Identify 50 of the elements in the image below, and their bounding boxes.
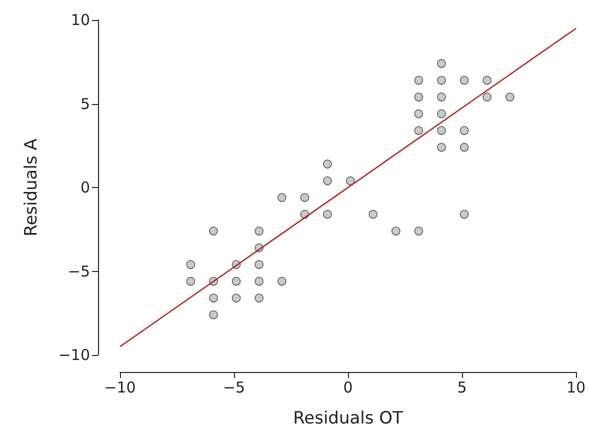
- point: [437, 76, 446, 85]
- point: [232, 276, 241, 286]
- point: [414, 226, 424, 236]
- point: [482, 92, 492, 102]
- point: [254, 226, 264, 236]
- point: [323, 160, 332, 168]
- point: [254, 294, 264, 302]
- y-tick-label: 10: [70, 11, 90, 29]
- x-tick-label: 10: [566, 378, 586, 396]
- point: [209, 294, 218, 302]
- x-tick-label: 5: [457, 378, 467, 396]
- y-tick-label: 5: [80, 94, 90, 113]
- point: [414, 109, 424, 118]
- point: [186, 276, 196, 286]
- point: [277, 193, 286, 202]
- point: [460, 142, 469, 152]
- x-tick-label: 0: [343, 378, 353, 396]
- point: [323, 210, 332, 219]
- point: [209, 310, 218, 320]
- point: [414, 76, 424, 85]
- x-axis-title: Residuals OT: [293, 408, 404, 428]
- point: [368, 210, 378, 219]
- point: [254, 276, 264, 286]
- y-axis-title: Residuals A: [22, 138, 42, 236]
- y-tick-label: −10: [58, 346, 90, 364]
- point: [300, 193, 310, 202]
- point: [209, 226, 218, 236]
- point: [346, 176, 355, 186]
- point: [186, 260, 196, 269]
- point: [460, 126, 469, 135]
- point: [460, 210, 469, 219]
- point: [323, 176, 332, 186]
- point: [414, 126, 424, 135]
- y-tick-label: 0: [80, 178, 90, 196]
- point: [437, 92, 446, 102]
- point: [414, 92, 424, 102]
- point: [437, 142, 446, 152]
- point: [482, 76, 492, 85]
- x-tick-label: −5: [222, 378, 246, 396]
- point: [460, 76, 469, 85]
- point: [391, 226, 400, 236]
- x-tick-label: −10: [104, 378, 136, 396]
- point: [437, 126, 446, 135]
- point: [505, 92, 514, 102]
- point: [277, 276, 286, 286]
- point: [437, 59, 446, 68]
- point: [232, 294, 241, 302]
- point: [254, 260, 264, 269]
- point: [437, 109, 446, 118]
- y-tick-label: −5: [68, 262, 90, 280]
